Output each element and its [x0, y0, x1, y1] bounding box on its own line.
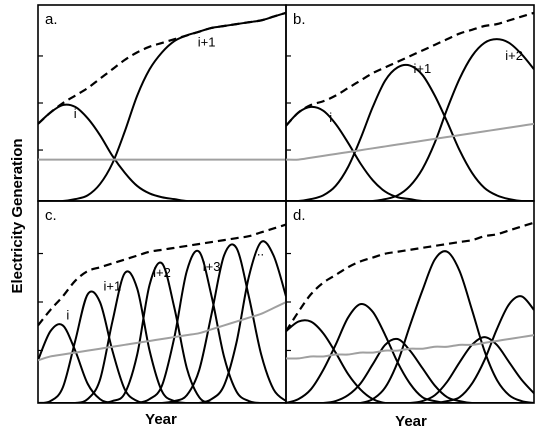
series-curve-2: [286, 38, 534, 201]
x-axis-label-right: Year: [395, 413, 427, 430]
y-axis-label: Electricity Generation: [9, 138, 26, 293]
curve-label: i: [329, 110, 332, 125]
series-group: [286, 221, 534, 403]
panel-c: c. i i+1 i+2 i+3...: [37, 200, 287, 404]
curve-label: ...: [253, 244, 264, 259]
curve-label: i+2: [153, 265, 171, 280]
series-curve-0: [286, 319, 534, 403]
series-curve-5: [38, 243, 286, 403]
series-total-dashed: [286, 11, 534, 127]
series-curve-0: [38, 103, 286, 201]
panel-label: d.: [293, 207, 306, 224]
series-total-dashed: [38, 223, 286, 327]
series-group: [286, 11, 534, 201]
curve-label: i+1: [414, 61, 432, 76]
panel-label: a.: [45, 11, 58, 28]
panel-a: a. i i+1: [37, 4, 287, 202]
curve-label: i+3: [203, 259, 221, 274]
series-curve-5: [286, 295, 534, 403]
series-curve-1: [38, 290, 286, 403]
series-total-dashed: [38, 11, 286, 125]
x-axis-label-left: Year: [145, 411, 177, 428]
series-group: [38, 223, 286, 403]
panel-label: c.: [45, 207, 57, 224]
panel-d: d.: [285, 200, 535, 404]
curve-label: i: [74, 106, 77, 121]
panel-frame: [285, 4, 535, 202]
series-curve-0: [286, 105, 534, 201]
panel-label: b.: [293, 11, 306, 28]
panel-b: b. i i+1 i+2: [285, 4, 535, 202]
series-total-dashed: [286, 221, 534, 332]
series-gray: [286, 122, 534, 161]
panel-frame: [37, 4, 287, 202]
curve-label: i: [66, 308, 69, 323]
series-curve-3: [38, 261, 286, 403]
curve-label: i+1: [198, 35, 216, 50]
series-group: [38, 11, 286, 201]
series-curve-0: [38, 323, 286, 403]
curve-label: i+1: [104, 279, 122, 294]
panel-frame: [37, 200, 287, 404]
series-gray: [38, 301, 286, 362]
series-curve-3: [286, 250, 534, 403]
series-curve-6: [38, 240, 286, 403]
series-gray: [286, 334, 534, 360]
series-curve-4: [38, 249, 286, 403]
series-curve-1: [286, 302, 534, 403]
panel-frame: [285, 200, 535, 404]
series-curve-1: [286, 63, 534, 201]
curve-label: i+2: [505, 48, 523, 63]
